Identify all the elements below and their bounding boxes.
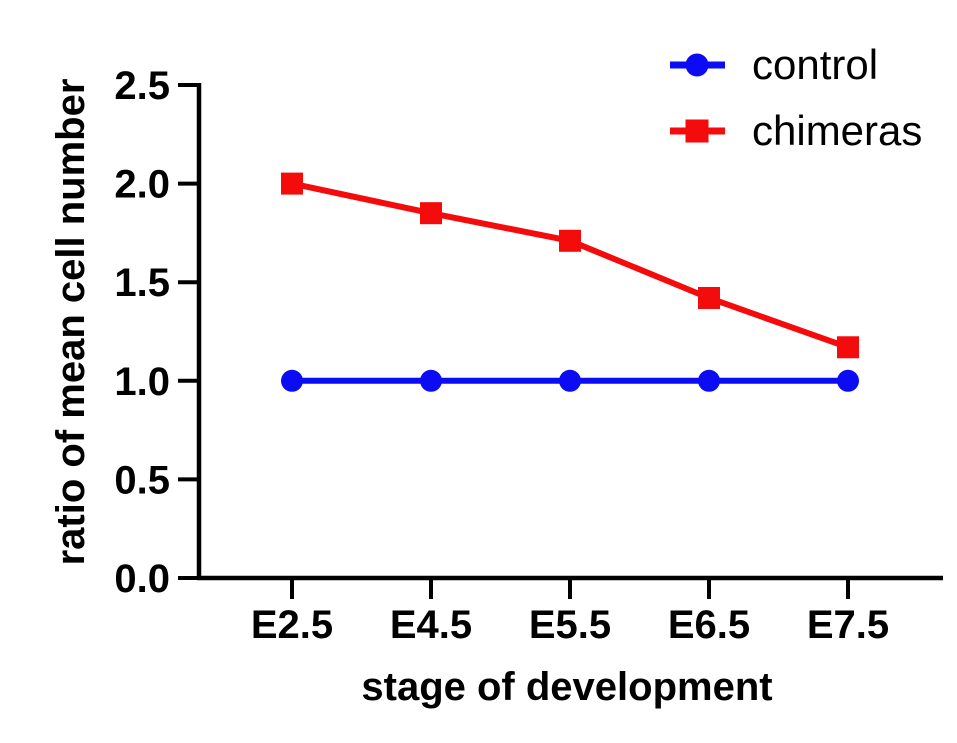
data-point-circle <box>281 369 303 392</box>
data-point-square <box>698 286 720 309</box>
legend-square-marker-icon <box>685 119 709 143</box>
chart-svg: 0.00.51.01.52.02.5 E2.5 E4.5 E5.5 E6.5 E7.5 … <box>49 41 943 709</box>
legend: control chimeras <box>670 41 922 154</box>
line-chart-figure: 0.0 0.5 1.0 1.5 2.0 2.5 E2.5 E4.5 E5.5 E6.5 E7.5 … <box>40 16 957 727</box>
x-tick-label: E6.5 <box>668 603 750 647</box>
y-tick-label: 1.5 <box>114 261 170 305</box>
y-axis: 0.0 0.5 1.0 1.5 2.0 2.5 <box>114 64 202 601</box>
data-point-circle <box>559 369 581 392</box>
data-point-square <box>837 336 859 359</box>
x-tick-label: E4.5 <box>390 603 472 647</box>
plot-series <box>281 172 859 392</box>
series-line-chimeras <box>291 180 850 351</box>
x-axis-title: stage of development <box>361 665 772 709</box>
legend-label-chimeras: chimeras <box>752 107 922 154</box>
data-point-square <box>559 229 581 252</box>
legend-item-control: control <box>670 41 878 88</box>
y-axis-title: ratio of mean cell number <box>49 79 93 566</box>
y-tick-label: 1.0 <box>114 360 170 404</box>
data-point-circle <box>837 369 859 392</box>
legend-circle-marker-icon <box>685 53 709 77</box>
data-point-circle <box>698 369 720 392</box>
data-point-square <box>420 202 442 225</box>
y-tick-label: 0.0 <box>114 557 170 601</box>
series-control <box>281 369 859 392</box>
x-axis: E2.5 E4.5 E5.5 E6.5 E7.5 <box>197 575 943 647</box>
data-point-square <box>281 172 303 195</box>
x-tick-label: E7.5 <box>807 603 889 647</box>
legend-item-chimeras: chimeras <box>670 107 922 154</box>
y-tick-label: 2.5 <box>114 64 170 108</box>
y-tick-label: 2.0 <box>114 163 170 207</box>
x-tick-label: E5.5 <box>529 603 611 647</box>
y-tick-label: 0.5 <box>114 458 170 502</box>
legend-label-control: control <box>752 41 878 88</box>
data-point-circle <box>420 369 442 392</box>
series-chimeras <box>281 172 859 359</box>
x-tick-label: E2.5 <box>251 603 333 647</box>
